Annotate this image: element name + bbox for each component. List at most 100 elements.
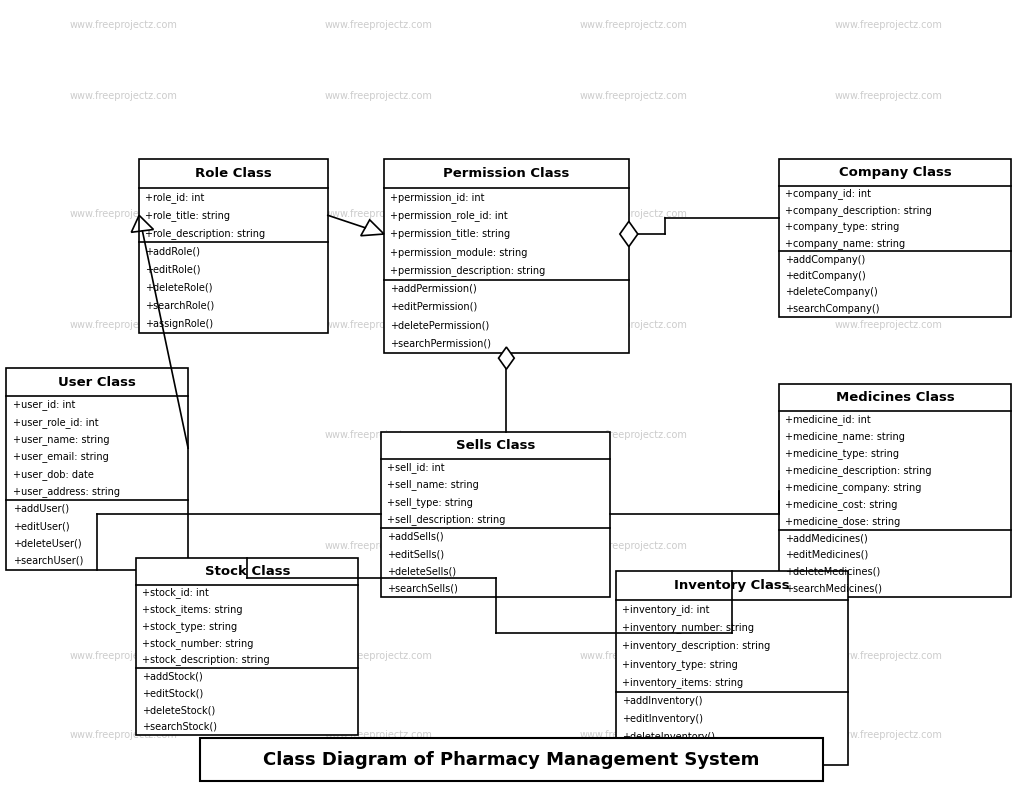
- Text: +company_id: int: +company_id: int: [785, 188, 871, 200]
- Text: www.freeprojectz.com: www.freeprojectz.com: [580, 652, 687, 661]
- Text: +permission_title: string: +permission_title: string: [390, 229, 510, 239]
- Text: +deleteStock(): +deleteStock(): [142, 705, 216, 715]
- Text: +editMedicines(): +editMedicines(): [785, 550, 869, 560]
- Text: +addStock(): +addStock(): [142, 672, 203, 682]
- Text: www.freeprojectz.com: www.freeprojectz.com: [580, 20, 687, 30]
- Text: +stock_description: string: +stock_description: string: [142, 654, 270, 665]
- Text: +deleteCompany(): +deleteCompany(): [785, 287, 878, 298]
- Text: +addRole(): +addRole(): [145, 246, 201, 257]
- Text: www.freeprojectz.com: www.freeprojectz.com: [835, 652, 943, 661]
- Bar: [6, 368, 188, 569]
- Text: www.freeprojectz.com: www.freeprojectz.com: [835, 541, 943, 551]
- Text: www.freeprojectz.com: www.freeprojectz.com: [580, 91, 687, 101]
- Text: www.freeprojectz.com: www.freeprojectz.com: [325, 20, 433, 30]
- Text: +user_name: string: +user_name: string: [12, 434, 109, 445]
- Text: +stock_id: int: +stock_id: int: [142, 588, 209, 599]
- Text: www.freeprojectz.com: www.freeprojectz.com: [70, 652, 178, 661]
- Text: www.freeprojectz.com: www.freeprojectz.com: [325, 652, 433, 661]
- Text: +permission_id: int: +permission_id: int: [390, 192, 485, 203]
- Text: +medicine_description: string: +medicine_description: string: [785, 465, 931, 476]
- Bar: [616, 571, 848, 764]
- Text: +addPermission(): +addPermission(): [390, 284, 477, 294]
- Text: +addUser(): +addUser(): [12, 504, 69, 514]
- Bar: [384, 159, 629, 352]
- Bar: [139, 159, 327, 333]
- Text: www.freeprojectz.com: www.freeprojectz.com: [325, 541, 433, 551]
- Text: Role Class: Role Class: [195, 167, 272, 181]
- Text: +editCompany(): +editCompany(): [785, 271, 865, 281]
- Text: +searchUser(): +searchUser(): [12, 556, 83, 566]
- Text: +inventory_type: string: +inventory_type: string: [622, 659, 738, 670]
- Text: +deleteSells(): +deleteSells(): [387, 566, 456, 577]
- Text: www.freeprojectz.com: www.freeprojectz.com: [325, 431, 433, 440]
- Text: www.freeprojectz.com: www.freeprojectz.com: [835, 91, 943, 101]
- Text: +deletePermission(): +deletePermission(): [390, 320, 489, 330]
- Text: +stock_items: string: +stock_items: string: [142, 604, 242, 615]
- Text: +stock_number: string: +stock_number: string: [142, 638, 254, 649]
- Text: +searchPermission(): +searchPermission(): [390, 338, 491, 348]
- Text: www.freeprojectz.com: www.freeprojectz.com: [835, 20, 943, 30]
- Polygon shape: [620, 222, 637, 246]
- Text: +searchInventory(): +searchInventory(): [622, 751, 716, 760]
- Text: www.freeprojectz.com: www.freeprojectz.com: [70, 730, 178, 741]
- Text: Inventory Class: Inventory Class: [674, 579, 790, 592]
- Text: www.freeprojectz.com: www.freeprojectz.com: [835, 209, 943, 219]
- Text: +medicine_name: string: +medicine_name: string: [785, 431, 904, 442]
- Text: +company_type: string: +company_type: string: [785, 221, 899, 232]
- Text: +sell_type: string: +sell_type: string: [387, 497, 473, 508]
- Text: User Class: User Class: [58, 375, 136, 389]
- Text: Company Class: Company Class: [839, 166, 951, 179]
- Text: Sells Class: Sells Class: [456, 439, 535, 451]
- Text: +role_description: string: +role_description: string: [145, 228, 265, 239]
- Text: +inventory_description: string: +inventory_description: string: [622, 641, 770, 652]
- Text: www.freeprojectz.com: www.freeprojectz.com: [835, 730, 943, 741]
- Text: +searchRole(): +searchRole(): [145, 301, 215, 310]
- Text: www.freeprojectz.com: www.freeprojectz.com: [70, 541, 178, 551]
- Text: www.freeprojectz.com: www.freeprojectz.com: [70, 20, 178, 30]
- Text: +editUser(): +editUser(): [12, 521, 70, 531]
- Text: Stock Class: Stock Class: [205, 565, 290, 577]
- Bar: [136, 558, 358, 735]
- Text: +user_address: string: +user_address: string: [12, 486, 120, 497]
- Text: +inventory_number: string: +inventory_number: string: [622, 623, 754, 634]
- Text: +company_name: string: +company_name: string: [785, 238, 905, 249]
- Text: +medicine_dose: string: +medicine_dose: string: [785, 516, 900, 527]
- Text: Medicines Class: Medicines Class: [836, 391, 954, 404]
- Text: www.freeprojectz.com: www.freeprojectz.com: [70, 209, 178, 219]
- Text: +editInventory(): +editInventory(): [622, 714, 703, 724]
- Text: www.freeprojectz.com: www.freeprojectz.com: [580, 730, 687, 741]
- Text: +deleteUser(): +deleteUser(): [12, 539, 81, 549]
- Text: +medicine_cost: string: +medicine_cost: string: [785, 499, 897, 510]
- Text: +deleteMedicines(): +deleteMedicines(): [785, 567, 880, 577]
- Text: +inventory_id: int: +inventory_id: int: [622, 604, 709, 615]
- Text: +medicine_company: string: +medicine_company: string: [785, 482, 922, 493]
- Text: +searchMedicines(): +searchMedicines(): [785, 584, 882, 594]
- Text: +sell_description: string: +sell_description: string: [387, 514, 505, 525]
- Text: www.freeprojectz.com: www.freeprojectz.com: [70, 91, 178, 101]
- Text: www.freeprojectz.com: www.freeprojectz.com: [70, 431, 178, 440]
- Text: +user_email: string: +user_email: string: [12, 451, 108, 463]
- Text: +medicine_id: int: +medicine_id: int: [785, 414, 871, 425]
- Text: +stock_type: string: +stock_type: string: [142, 621, 237, 632]
- Text: www.freeprojectz.com: www.freeprojectz.com: [325, 730, 433, 741]
- Text: +deleteRole(): +deleteRole(): [145, 283, 213, 293]
- Text: +sell_name: string: +sell_name: string: [387, 480, 479, 490]
- Text: +permission_module: string: +permission_module: string: [390, 247, 528, 257]
- Text: +editStock(): +editStock(): [142, 688, 204, 699]
- Text: +addSells(): +addSells(): [387, 531, 444, 542]
- Text: www.freeprojectz.com: www.freeprojectz.com: [580, 320, 687, 330]
- Text: +inventory_items: string: +inventory_items: string: [622, 677, 743, 688]
- Text: Class Diagram of Pharmacy Management System: Class Diagram of Pharmacy Management Sys…: [263, 751, 760, 769]
- Text: www.freeprojectz.com: www.freeprojectz.com: [325, 320, 433, 330]
- Text: Permission Class: Permission Class: [443, 167, 570, 181]
- Text: +permission_role_id: int: +permission_role_id: int: [390, 211, 507, 221]
- Text: www.freeprojectz.com: www.freeprojectz.com: [70, 320, 178, 330]
- Text: +medicine_type: string: +medicine_type: string: [785, 448, 899, 459]
- Text: +role_id: int: +role_id: int: [145, 192, 205, 203]
- Text: +editSells(): +editSells(): [387, 549, 444, 559]
- Text: +addInventory(): +addInventory(): [622, 695, 702, 706]
- Text: +editPermission(): +editPermission(): [390, 302, 478, 312]
- Text: www.freeprojectz.com: www.freeprojectz.com: [835, 431, 943, 440]
- Bar: [201, 737, 822, 781]
- Text: +sell_id: int: +sell_id: int: [387, 463, 445, 474]
